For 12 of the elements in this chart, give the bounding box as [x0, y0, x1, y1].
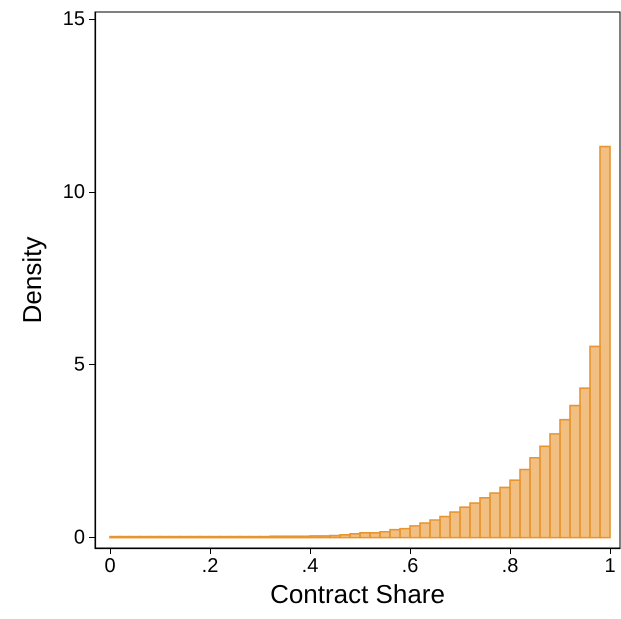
y-tick-label: 15	[62, 8, 85, 30]
x-tick-label: .2	[202, 555, 218, 577]
x-tick-label: .6	[402, 555, 418, 577]
y-axis-title: Density	[17, 236, 47, 324]
x-tick-label: .8	[502, 555, 518, 577]
y-tick-label: 10	[62, 180, 85, 203]
x-tick-label: 0	[104, 555, 116, 577]
x-tick-label: .4	[302, 555, 318, 577]
x-axis-title: Contract Share	[270, 578, 445, 609]
y-tick-label: 5	[74, 354, 85, 376]
x-tick-label: 1	[604, 555, 616, 577]
y-tick-label: 0	[74, 526, 85, 549]
